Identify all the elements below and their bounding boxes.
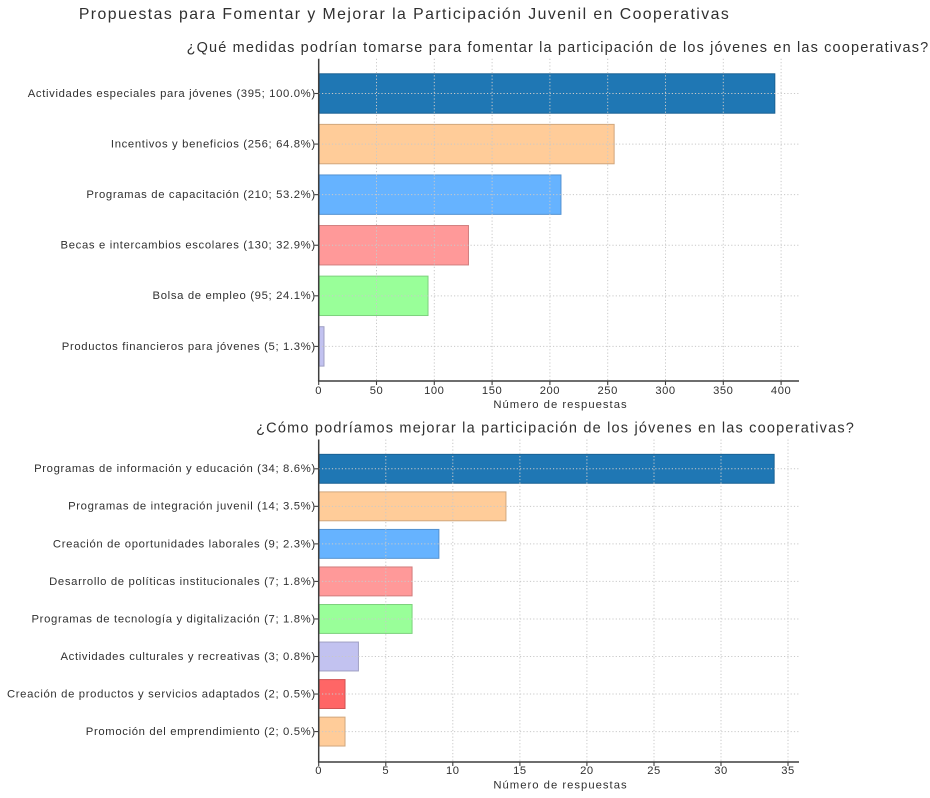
svg-text:350: 350	[713, 385, 733, 397]
svg-text:35: 35	[781, 765, 795, 777]
svg-text:Productos financieros para jóv: Productos financieros para jóvenes (5; 1…	[62, 341, 316, 353]
svg-text:0: 0	[315, 385, 322, 397]
svg-text:400: 400	[771, 385, 791, 397]
svg-text:200: 200	[540, 385, 560, 397]
svg-text:0: 0	[315, 765, 322, 777]
svg-text:Propuestas para Fomentar y Mej: Propuestas para Fomentar y Mejorar la Pa…	[79, 6, 730, 23]
svg-text:5: 5	[382, 765, 389, 777]
svg-text:Creación de productos y servic: Creación de productos y servicios adapta…	[7, 688, 316, 700]
svg-text:15: 15	[513, 765, 527, 777]
svg-text:¿Cómo podríamos mejorar la par: ¿Cómo podríamos mejorar la participación…	[256, 420, 855, 436]
svg-text:Becas e intercambios escolares: Becas e intercambios escolares (130; 32.…	[61, 240, 316, 252]
svg-text:Número de respuestas: Número de respuestas	[493, 779, 627, 791]
svg-text:Actividades especiales para jó: Actividades especiales para jóvenes (395…	[28, 88, 316, 100]
svg-text:30: 30	[714, 765, 728, 777]
svg-text:20: 20	[580, 765, 594, 777]
svg-text:300: 300	[655, 385, 675, 397]
svg-text:Incentivos y beneficios (256;: Incentivos y beneficios (256; 64.8%)	[111, 139, 316, 151]
svg-text:100: 100	[424, 385, 444, 397]
svg-text:Promoción del emprendimiento (: Promoción del emprendimiento (2; 0.5%)	[86, 726, 316, 738]
svg-text:¿Qué medidas podrían tomarse p: ¿Qué medidas podrían tomarse para foment…	[187, 40, 930, 56]
svg-text:Creación de oportunidades labo: Creación de oportunidades laborales (9; …	[53, 538, 316, 550]
svg-text:Programas de capacitación (210: Programas de capacitación (210; 53.2%)	[86, 189, 315, 201]
svg-text:Actividades culturales y recre: Actividades culturales y recreativas (3;…	[60, 651, 315, 663]
svg-text:Programas de integración juven: Programas de integración juvenil (14; 3.…	[68, 501, 316, 513]
svg-text:150: 150	[482, 385, 502, 397]
svg-text:Bolsa de empleo (95; 24.1%): Bolsa de empleo (95; 24.1%)	[153, 290, 316, 302]
svg-text:Programas de tecnología y digi: Programas de tecnología y digitalización…	[31, 613, 315, 625]
svg-text:25: 25	[647, 765, 661, 777]
svg-text:Número de respuestas: Número de respuestas	[493, 399, 627, 411]
svg-text:50: 50	[370, 385, 384, 397]
svg-text:10: 10	[446, 765, 460, 777]
svg-text:Programas de información y edu: Programas de información y educación (34…	[34, 463, 316, 475]
svg-text:250: 250	[598, 385, 618, 397]
svg-text:Desarrollo de políticas instit: Desarrollo de políticas institucionales …	[49, 576, 316, 588]
